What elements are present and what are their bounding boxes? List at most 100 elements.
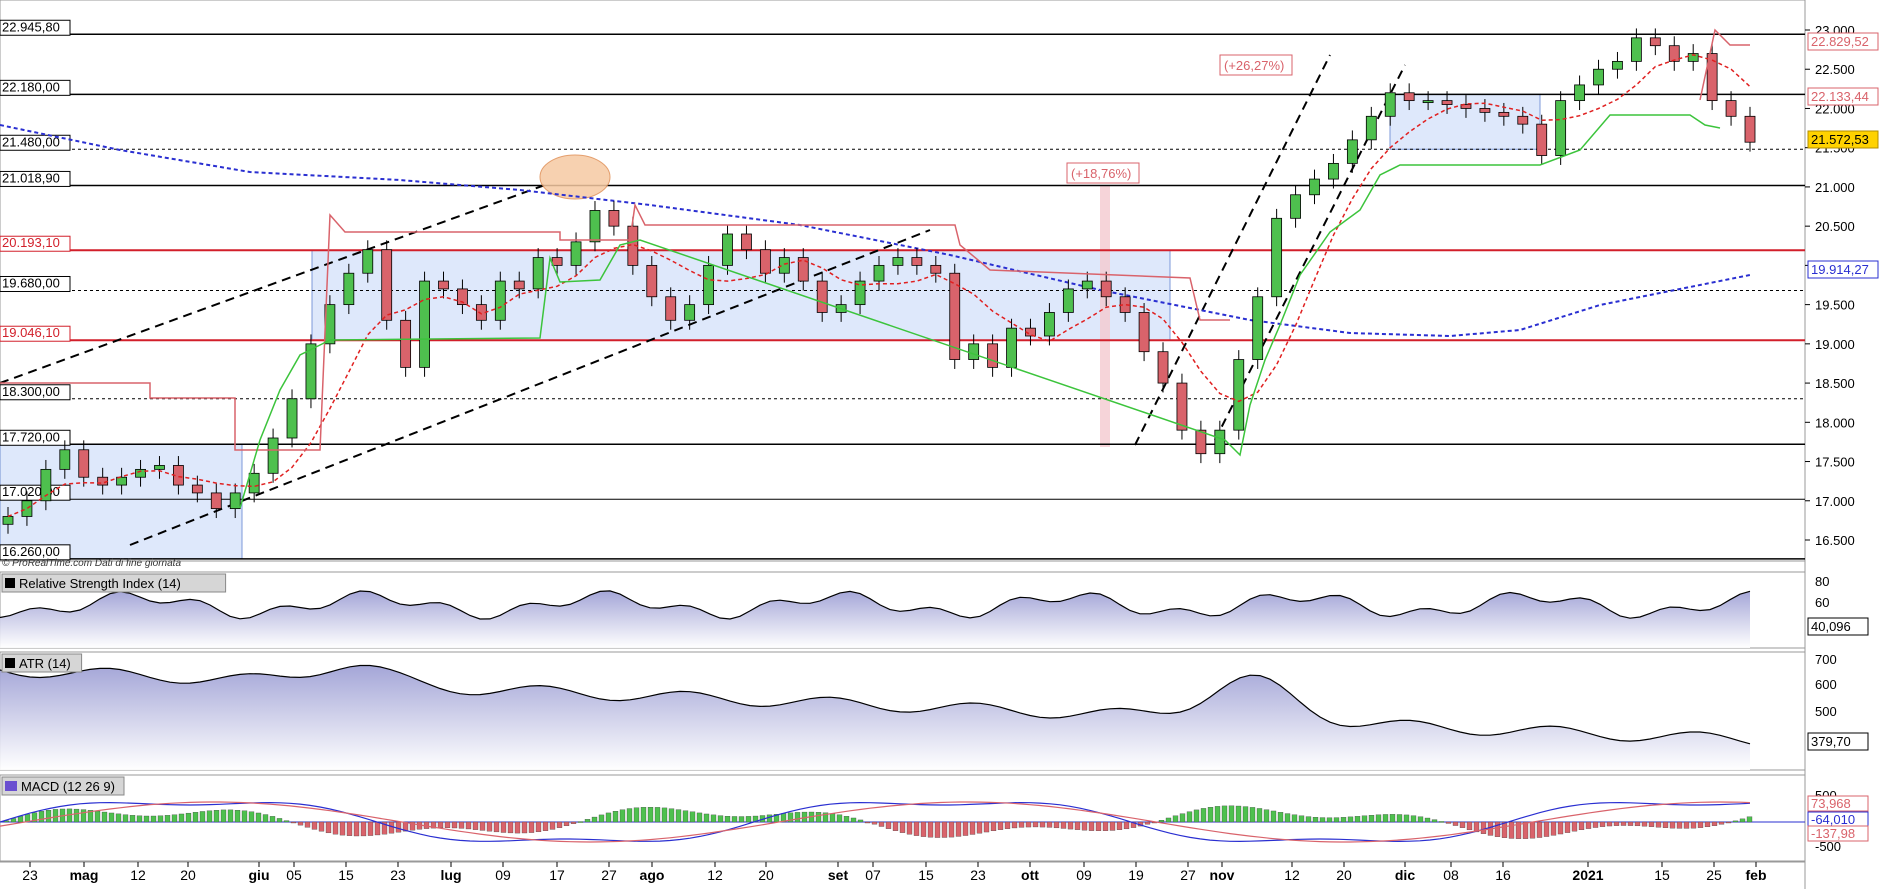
candle-body: [1081, 280, 1093, 290]
x-tick-label: 15: [918, 867, 934, 883]
macd-histogram-bar: [472, 821, 479, 830]
x-tick-label: 23: [22, 867, 38, 883]
macd-histogram-bar: [1011, 821, 1018, 829]
candle-body: [1612, 60, 1623, 70]
macd-histogram-bar: [766, 814, 773, 823]
pane-color-swatch: [5, 781, 17, 791]
macd-histogram-bar: [1704, 821, 1711, 828]
candle-body: [1138, 312, 1150, 353]
y-tick-label: 18.000: [1815, 415, 1855, 430]
macd-histogram-bar: [1018, 821, 1025, 828]
candle-body: [248, 472, 260, 494]
macd-histogram-bar: [822, 812, 829, 823]
x-tick-label: 12: [707, 867, 723, 883]
candle-body: [191, 484, 203, 494]
macd-histogram-bar: [1361, 815, 1368, 823]
macd-histogram-bar: [1228, 805, 1235, 823]
macd-histogram-bar: [115, 813, 122, 823]
macd-histogram-bar: [241, 810, 248, 823]
candle-body: [78, 449, 90, 478]
level-label: 19.046,10: [2, 325, 60, 340]
macd-histogram-bar: [1613, 821, 1620, 826]
macd-histogram-bar: [738, 816, 745, 823]
macd-histogram-bar: [703, 813, 710, 823]
range-box-summer: [311, 249, 1171, 341]
macd-histogram-bar: [381, 821, 388, 835]
macd-histogram-bar: [136, 815, 143, 823]
macd-histogram-bar: [171, 814, 178, 823]
range-box-may: [0, 443, 243, 560]
macd-histogram-bar: [437, 821, 444, 829]
candle-body: [438, 280, 449, 290]
macd-histogram-bar: [1004, 821, 1011, 829]
indicator-line: [0, 664, 1751, 745]
x-tick-label: 27: [1180, 867, 1196, 883]
candle-body: [1365, 115, 1377, 141]
level-label: 21.480,00: [2, 134, 60, 149]
macd-histogram-bar: [899, 821, 906, 833]
macd-histogram-bar: [220, 809, 227, 823]
macd-histogram-bar: [640, 807, 647, 823]
gain-annotation: (+18,76%): [1071, 166, 1131, 181]
macd-histogram-bar: [87, 810, 94, 823]
macd-histogram-bar: [1739, 818, 1746, 823]
level-label: 22.180,00: [2, 79, 60, 94]
candle-body: [1668, 45, 1680, 62]
x-tick-label: 27: [601, 867, 617, 883]
value-label: 73,968: [1811, 796, 1851, 811]
atr-pane: ATR (14)700600500400379,70: [0, 651, 1869, 771]
x-tick-label: 05: [286, 867, 302, 883]
macd-histogram-bar: [1536, 821, 1543, 838]
pane-title-box: [1, 653, 83, 673]
macd-histogram-bar: [542, 821, 549, 831]
macd-histogram-bar: [1438, 821, 1445, 823]
x-tick-label: 15: [338, 867, 354, 883]
macd-histogram-bar: [430, 821, 437, 829]
macd-histogram-bar: [1025, 821, 1032, 828]
stop-down-line-2: [1699, 28, 1750, 101]
macd-histogram-bar: [1732, 820, 1739, 823]
candle-body: [1062, 288, 1074, 313]
macd-histogram-bar: [920, 821, 927, 837]
macd-histogram-bar: [717, 815, 724, 823]
level-label-box: [0, 235, 71, 252]
candle-body: [646, 264, 658, 298]
macd-histogram-bar: [1683, 821, 1690, 829]
macd-histogram-bar: [654, 807, 661, 823]
macd-histogram-bar: [724, 816, 731, 823]
macd-histogram-bar: [1669, 821, 1676, 829]
candle-body: [229, 492, 241, 510]
macd-histogram-bar: [1515, 821, 1522, 839]
macd-histogram-bar: [451, 821, 458, 829]
y-tick-label: 500: [1815, 704, 1837, 719]
candle-body: [1649, 37, 1661, 47]
macd-histogram-bar: [584, 819, 591, 823]
macd-histogram-bar: [1214, 806, 1221, 823]
macd-histogram-bar: [255, 812, 262, 823]
macd-histogram-bar: [794, 812, 801, 823]
macd-histogram-bar: [1116, 821, 1123, 830]
macd-histogram-bar: [605, 812, 612, 823]
candle-body: [873, 264, 885, 282]
macd-histogram-bar: [346, 821, 353, 836]
macd-histogram-bar: [745, 816, 752, 823]
candle-body: [343, 272, 355, 306]
macd-histogram-bar: [647, 807, 654, 823]
highlight-ellipse: [539, 154, 611, 200]
ma20-line: [7, 54, 1751, 518]
macd-histogram-bar: [1291, 814, 1298, 823]
macd-histogram-bar: [1389, 814, 1396, 823]
candle-body: [1233, 359, 1245, 431]
y-tick-label: 18.500: [1815, 376, 1855, 391]
macd-histogram-bar: [1249, 807, 1256, 823]
macd-histogram-bar: [213, 810, 220, 823]
level-label: 18.300,00: [2, 384, 60, 399]
macd-histogram-bar: [1676, 821, 1683, 829]
macd-histogram-bar: [1263, 809, 1270, 823]
macd-histogram-bar: [1053, 821, 1060, 829]
macd-histogram-bar: [689, 811, 696, 823]
x-tick-label: 15: [1654, 867, 1670, 883]
macd-histogram-bar: [1382, 814, 1389, 823]
candle-body: [778, 257, 790, 274]
macd-histogram-bar: [1067, 821, 1074, 830]
